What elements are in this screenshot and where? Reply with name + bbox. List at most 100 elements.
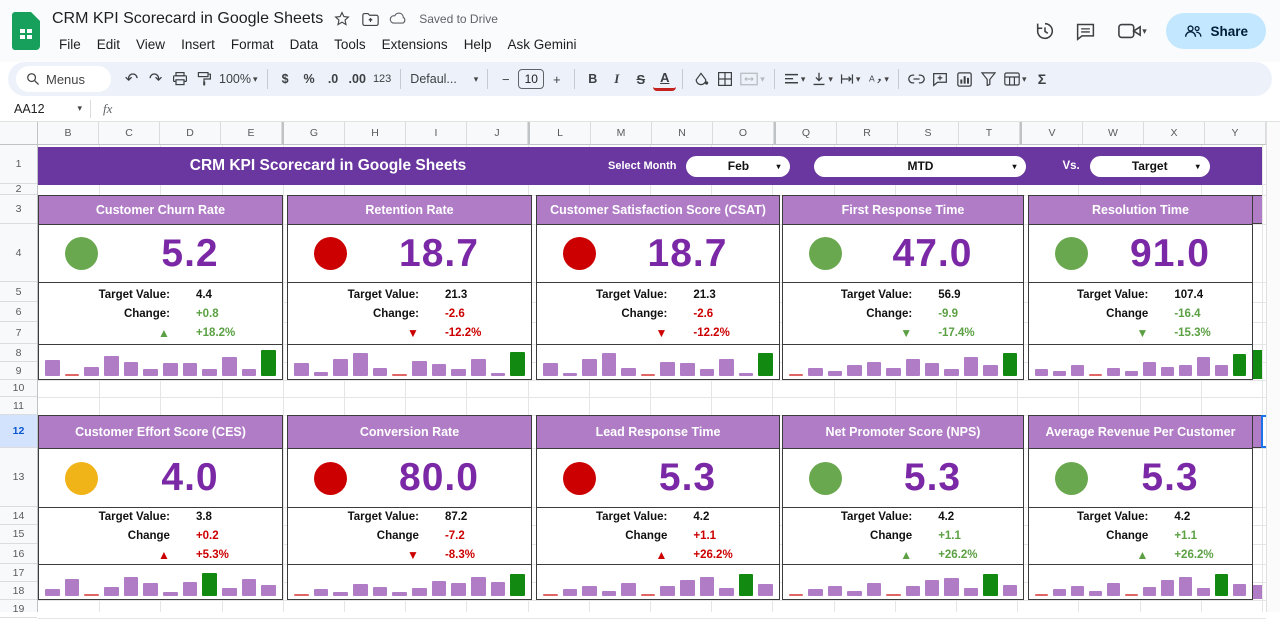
row-header-10[interactable]: 10 <box>0 380 37 397</box>
column-header-Y[interactable]: Y <box>1205 122 1266 144</box>
column-header-B[interactable]: B <box>38 122 99 144</box>
kpi-card-average-revenue-per-customer[interactable]: Average Revenue Per Customer5.3Target Va… <box>1028 415 1253 600</box>
increase-font-size-button[interactable]: + <box>545 67 568 91</box>
row-header-19[interactable]: 19 <box>0 600 37 618</box>
font-select[interactable]: Defaul...▾ <box>407 67 481 91</box>
undo-button[interactable]: ↶ <box>120 67 143 91</box>
menu-extensions[interactable]: Extensions <box>375 35 455 54</box>
column-header-S[interactable]: S <box>898 122 959 144</box>
version-history-icon[interactable] <box>1032 18 1058 44</box>
increase-decimal-button[interactable]: .00 <box>346 67 369 91</box>
insert-link-button[interactable] <box>905 67 928 91</box>
row-headers[interactable]: 12345678910111213141516171819 <box>0 145 38 612</box>
row-header-9[interactable]: 9 <box>0 362 37 380</box>
kpi-card-retention-rate[interactable]: Retention Rate18.7Target Value:21.3Chang… <box>287 195 532 380</box>
column-header-N[interactable]: N <box>652 122 713 144</box>
row-header-16[interactable]: 16 <box>0 544 37 564</box>
spreadsheet-grid[interactable]: CRM KPI Scorecard in Google Sheets Selec… <box>0 122 1280 612</box>
row-header-1[interactable]: 1 <box>0 145 37 184</box>
menu-file[interactable]: File <box>52 35 88 54</box>
video-call-icon[interactable]: ▾ <box>1112 18 1152 44</box>
paint-format-button[interactable] <box>192 67 215 91</box>
menu-ask-gemini[interactable]: Ask Gemini <box>500 35 583 54</box>
fill-color-button[interactable] <box>689 67 712 91</box>
row-header-13[interactable]: 13 <box>0 448 37 507</box>
row-header-8[interactable]: 8 <box>0 344 37 362</box>
zoom-select[interactable]: 100% ▾ <box>216 67 261 91</box>
more-formats-button[interactable]: 123 <box>370 67 394 91</box>
row-header-12[interactable]: 12 <box>0 415 37 448</box>
column-header-H[interactable]: H <box>345 122 406 144</box>
horizontal-align-button[interactable]: ▾ <box>781 67 809 91</box>
decrease-decimal-button[interactable]: .0 <box>322 67 345 91</box>
kpi-card-first-response-time[interactable]: First Response Time47.0Target Value:56.9… <box>782 195 1024 380</box>
column-header-E[interactable]: E <box>221 122 282 144</box>
redo-button[interactable]: ↷ <box>144 67 167 91</box>
column-header-I[interactable]: I <box>406 122 467 144</box>
row-header-5[interactable]: 5 <box>0 282 37 302</box>
video-call-caret-icon[interactable]: ▾ <box>1142 26 1147 37</box>
menus-search[interactable]: Menus <box>16 66 111 92</box>
table-tools-button[interactable]: ▾ <box>1001 67 1030 91</box>
column-headers[interactable]: BCDEGHIJLMNOQRSTVWXY <box>38 122 1266 145</box>
menu-data[interactable]: Data <box>283 35 326 54</box>
comments-icon[interactable] <box>1072 18 1098 44</box>
row-header-4[interactable]: 4 <box>0 224 37 282</box>
kpi-card-lead-response-time[interactable]: Lead Response Time5.3Target Value:4.2Cha… <box>536 415 780 600</box>
menu-help[interactable]: Help <box>457 35 499 54</box>
name-box-caret-icon[interactable]: ▾ <box>77 103 82 114</box>
print-button[interactable] <box>168 67 191 91</box>
kpi-card-customer-effort-score-ces[interactable]: Customer Effort Score (CES)4.0Target Val… <box>38 415 283 600</box>
insert-comment-button[interactable] <box>929 67 952 91</box>
format-percent-button[interactable]: % <box>298 67 321 91</box>
column-header-L[interactable]: L <box>528 122 591 144</box>
italic-button[interactable]: I <box>605 67 628 91</box>
column-header-Q[interactable]: Q <box>774 122 837 144</box>
borders-button[interactable] <box>713 67 736 91</box>
column-header-J[interactable]: J <box>467 122 528 144</box>
create-filter-button[interactable] <box>977 67 1000 91</box>
menu-insert[interactable]: Insert <box>174 35 222 54</box>
insert-chart-button[interactable] <box>953 67 976 91</box>
menu-tools[interactable]: Tools <box>327 35 373 54</box>
kpi-card-customer-satisfaction-score-csat[interactable]: Customer Satisfaction Score (CSAT)18.7Ta… <box>536 195 780 380</box>
share-button[interactable]: Share <box>1166 13 1266 49</box>
column-header-X[interactable]: X <box>1144 122 1205 144</box>
star-icon[interactable] <box>333 10 351 28</box>
row-header-2[interactable]: 2 <box>0 184 37 195</box>
row-header-11[interactable]: 11 <box>0 397 37 415</box>
column-header-W[interactable]: W <box>1083 122 1144 144</box>
document-title[interactable]: CRM KPI Scorecard in Google Sheets <box>52 10 323 28</box>
row-header-7[interactable]: 7 <box>0 322 37 344</box>
font-size-input[interactable]: 10 <box>518 69 544 89</box>
name-box[interactable]: AA12 ▾ <box>0 102 90 116</box>
column-header-G[interactable]: G <box>282 122 345 144</box>
select-all-corner[interactable] <box>0 122 38 145</box>
functions-button[interactable]: Σ <box>1030 67 1053 91</box>
row-header-18[interactable]: 18 <box>0 582 37 600</box>
strikethrough-button[interactable]: S <box>629 67 652 91</box>
bold-button[interactable]: B <box>581 67 604 91</box>
text-color-button[interactable]: A <box>653 67 676 91</box>
column-header-D[interactable]: D <box>160 122 221 144</box>
column-header-T[interactable]: T <box>959 122 1020 144</box>
kpi-card-net-promoter-score-nps[interactable]: Net Promoter Score (NPS)5.3Target Value:… <box>782 415 1024 600</box>
format-currency-button[interactable]: $ <box>274 67 297 91</box>
row-header-15[interactable]: 15 <box>0 525 37 544</box>
kpi-card-resolution-time[interactable]: Resolution Time91.0Target Value:107.4Cha… <box>1028 195 1253 380</box>
vertical-scrollbar[interactable] <box>1266 122 1280 612</box>
month-dropdown[interactable]: Feb▾ <box>686 156 790 177</box>
row-header-14[interactable]: 14 <box>0 507 37 525</box>
kpi-card-conversion-rate[interactable]: Conversion Rate80.0Target Value:87.2Chan… <box>287 415 532 600</box>
menu-edit[interactable]: Edit <box>90 35 127 54</box>
column-header-V[interactable]: V <box>1020 122 1083 144</box>
vertical-align-button[interactable]: ▾ <box>809 67 836 91</box>
column-header-C[interactable]: C <box>99 122 160 144</box>
row-header-17[interactable]: 17 <box>0 564 37 582</box>
row-header-3[interactable]: 3 <box>0 195 37 224</box>
menu-format[interactable]: Format <box>224 35 281 54</box>
compare-dropdown[interactable]: Target▾ <box>1090 156 1210 177</box>
merge-cells-button[interactable]: ▾ <box>737 67 768 91</box>
menu-view[interactable]: View <box>129 35 172 54</box>
move-folder-icon[interactable] <box>361 10 379 28</box>
